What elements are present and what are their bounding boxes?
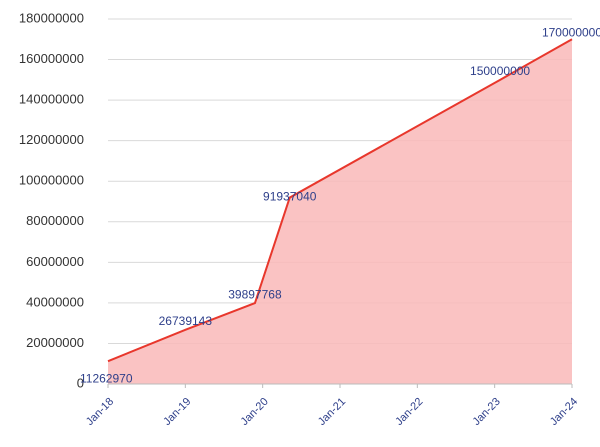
data-label: 170000000 [542, 25, 600, 39]
y-tick-label: 160000000 [19, 51, 84, 66]
x-tick-label: Jan-18 [84, 396, 116, 428]
x-tick-label: Jan-22 [393, 396, 425, 428]
y-tick-label: 120000000 [19, 132, 84, 147]
x-tick-label: Jan-20 [239, 396, 271, 428]
data-label: 91937040 [263, 190, 317, 204]
data-label: 150000000 [470, 64, 530, 78]
x-tick-label: Jan-23 [471, 396, 503, 428]
y-tick-label: 20000000 [26, 335, 84, 350]
y-tick-label: 180000000 [19, 10, 84, 25]
y-tick-label: 60000000 [26, 254, 84, 269]
y-tick-label: 40000000 [26, 294, 84, 309]
y-tick-label: 0 [77, 375, 84, 390]
line [107, 38, 573, 363]
y-tick-label: 100000000 [19, 173, 84, 188]
y-tick-label: 140000000 [19, 92, 84, 107]
data-label: 26739143 [159, 314, 213, 328]
data-label: 11262970 [80, 371, 133, 385]
x-tick-label: Jan-19 [161, 396, 193, 428]
x-tick-label: Jan-21 [316, 396, 348, 428]
y-tick-label: 80000000 [26, 213, 84, 228]
data-label: 39897768 [228, 287, 282, 301]
area [108, 39, 572, 385]
x-tick-label: Jan-24 [548, 396, 580, 428]
